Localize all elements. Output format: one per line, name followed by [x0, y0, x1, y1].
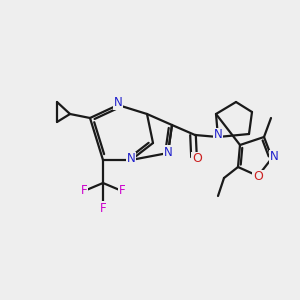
Text: N: N — [127, 152, 135, 166]
Text: N: N — [214, 128, 222, 142]
Text: N: N — [270, 151, 278, 164]
Text: N: N — [114, 97, 122, 110]
Text: O: O — [192, 152, 202, 166]
Text: F: F — [100, 202, 106, 214]
Text: F: F — [119, 184, 125, 197]
Text: O: O — [253, 170, 263, 184]
Text: F: F — [81, 184, 87, 197]
Text: N: N — [164, 146, 172, 158]
